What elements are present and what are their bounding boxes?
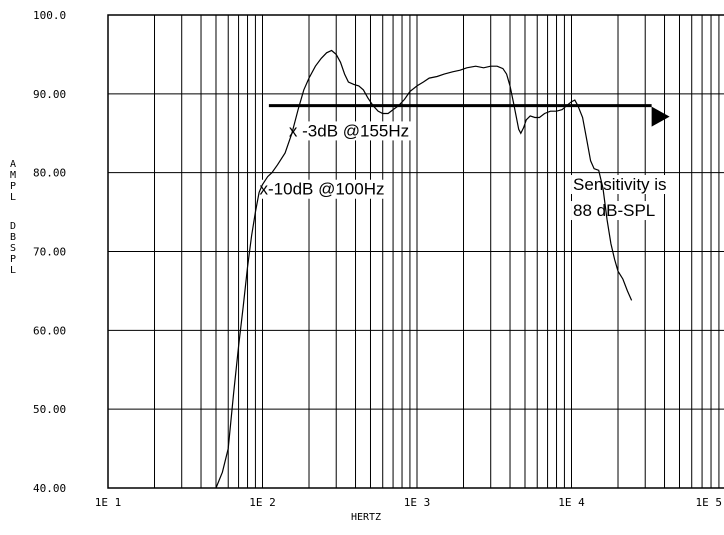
y-axis-label-letter: P (10, 254, 16, 265)
y-axis-label-letter: M (10, 170, 16, 181)
x-tick-label: 1E 5 (696, 496, 723, 509)
x-tick-label: 1E 3 (404, 496, 431, 509)
series-layer (215, 49, 633, 489)
x-axis-label: HERTZ (351, 512, 381, 523)
y-tick-label: 80.00 (33, 167, 66, 180)
annotation-background (571, 175, 671, 195)
reference-arrow-head (651, 106, 670, 127)
annotation-background (286, 121, 414, 141)
y-tick-label: 50.00 (33, 403, 66, 416)
y-axis-label-letter: D (10, 221, 16, 232)
y-axis-label-letter: P (10, 181, 16, 192)
annotation-background (571, 201, 660, 221)
y-axis-label-letter: A (10, 159, 16, 170)
plot-frame (107, 14, 724, 489)
chart-annotation: x -3dB @155Hz (289, 121, 409, 140)
chart-annotation: Sensitivity is (573, 175, 667, 194)
y-axis-label-letter: L (10, 265, 16, 276)
y-axis-label-letter: B (10, 232, 16, 243)
y-tick-label: 70.00 (33, 246, 66, 259)
annotations: x -3dB @155Hz x-10dB @100Hz Sensitivity is… (260, 121, 667, 220)
chart-annotation: 88 dB-SPL (573, 201, 655, 220)
y-tick-label: 40.00 (33, 482, 66, 495)
x-tick-label: 1E 4 (558, 496, 585, 509)
reference-arrow (268, 104, 670, 127)
annotation-background (257, 179, 389, 199)
y-axis-label-letter: L (10, 192, 16, 203)
x-tick-label: 1E 1 (95, 496, 122, 509)
y-tick-label: 60.00 (33, 324, 66, 337)
y-axis-label-letter: S (10, 243, 16, 254)
annotation-backgrounds (257, 121, 671, 221)
y-tick-label: 90.00 (33, 88, 66, 101)
chart-annotation: x-10dB @100Hz (260, 180, 385, 199)
y-tick-label: 100.0 (33, 9, 66, 22)
x-axis-tick-labels: 1E 1 1E 2 1E 3 1E 4 1E 5 (95, 496, 722, 509)
response-curve (215, 49, 633, 489)
x-tick-label: 1E 2 (249, 496, 276, 509)
y-axis-tick-labels: 100.0 90.00 80.00 70.00 60.00 50.00 40.00 (33, 9, 66, 495)
